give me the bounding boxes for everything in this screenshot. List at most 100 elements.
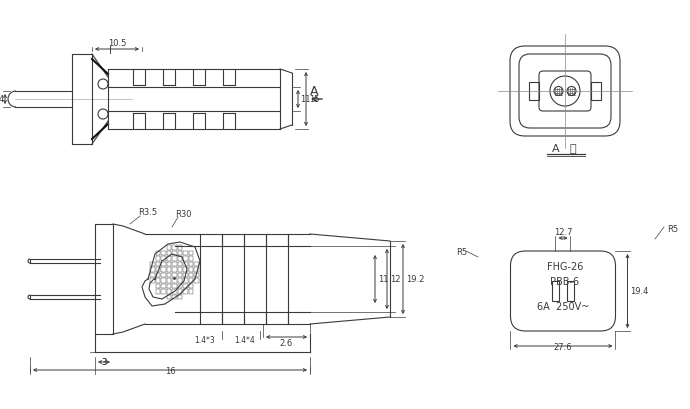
Bar [155, 273, 160, 277]
Bar [194, 273, 199, 277]
Bar [155, 262, 160, 266]
Bar [177, 251, 182, 255]
Bar [166, 245, 171, 250]
Text: A: A [553, 144, 560, 154]
Bar [183, 262, 188, 266]
Bar [172, 289, 177, 294]
Bar [194, 278, 199, 283]
Bar [161, 278, 166, 283]
Bar [177, 278, 182, 283]
Bar [567, 281, 574, 301]
Bar [172, 262, 177, 266]
Text: R5: R5 [667, 225, 678, 234]
Bar [188, 251, 193, 255]
Bar [166, 273, 171, 277]
Bar [161, 262, 166, 266]
Bar [161, 289, 166, 294]
Text: 3: 3 [101, 357, 107, 366]
Text: 2.6: 2.6 [280, 338, 293, 347]
Bar [188, 256, 193, 261]
Bar [172, 273, 177, 277]
Bar [188, 284, 193, 288]
Bar [183, 289, 188, 294]
Bar [155, 278, 160, 283]
Text: 12.7: 12.7 [554, 227, 572, 236]
Bar [188, 262, 193, 266]
Text: 10.5: 10.5 [108, 39, 126, 48]
Bar [183, 256, 188, 261]
Text: 15: 15 [309, 95, 319, 104]
Bar [177, 245, 182, 250]
Text: R3.5: R3.5 [138, 207, 157, 216]
Bar [188, 267, 193, 272]
Bar [166, 251, 171, 255]
Bar [177, 267, 182, 272]
Text: R30: R30 [175, 209, 192, 218]
Bar [161, 284, 166, 288]
Bar [150, 262, 155, 266]
Bar [183, 278, 188, 283]
Bar [177, 295, 182, 299]
Bar [172, 284, 177, 288]
Bar [172, 267, 177, 272]
Bar [166, 262, 171, 266]
Text: 3: 3 [101, 357, 107, 366]
Bar [161, 251, 166, 255]
Bar [166, 284, 171, 288]
Bar [161, 267, 166, 272]
Bar [552, 281, 559, 301]
Bar [183, 251, 188, 255]
Text: 16: 16 [165, 366, 175, 375]
Bar [155, 284, 160, 288]
Text: 19.4: 19.4 [631, 287, 649, 296]
Text: 12: 12 [390, 275, 400, 284]
Bar [529, 83, 539, 101]
Text: 1.4*4: 1.4*4 [235, 335, 255, 344]
Text: 向: 向 [570, 144, 577, 154]
Bar [155, 256, 160, 261]
Bar [161, 256, 166, 261]
Bar [166, 278, 171, 283]
Bar [150, 267, 155, 272]
Text: PBB-6: PBB-6 [551, 276, 580, 286]
Bar [161, 273, 166, 277]
Bar [166, 295, 171, 299]
Bar [591, 83, 601, 101]
Text: 11: 11 [378, 275, 388, 284]
Bar [177, 289, 182, 294]
Bar [155, 267, 160, 272]
Text: 1.4*3: 1.4*3 [195, 335, 215, 344]
Text: 27.6: 27.6 [553, 342, 572, 351]
Bar [194, 262, 199, 266]
Text: 11: 11 [300, 95, 310, 104]
Bar [183, 284, 188, 288]
Bar [177, 273, 182, 277]
Bar [150, 278, 155, 283]
Bar [177, 284, 182, 288]
Bar [188, 289, 193, 294]
Bar [188, 278, 193, 283]
Text: 6.4: 6.4 [0, 95, 4, 104]
Text: I: I [108, 46, 112, 56]
Bar [183, 267, 188, 272]
Bar [194, 267, 199, 272]
Text: FHG-26: FHG-26 [546, 261, 583, 271]
Text: R5: R5 [456, 247, 467, 256]
Bar [188, 273, 193, 277]
Bar [155, 289, 160, 294]
Bar [183, 273, 188, 277]
Bar [166, 267, 171, 272]
Bar [172, 251, 177, 255]
Bar [155, 251, 160, 255]
Bar [172, 245, 177, 250]
Bar [166, 289, 171, 294]
Text: 6A  250V~: 6A 250V~ [537, 301, 589, 311]
Text: 19.2: 19.2 [406, 275, 424, 284]
Bar [172, 256, 177, 261]
Text: A: A [310, 85, 319, 98]
Bar [172, 295, 177, 299]
Bar [177, 262, 182, 266]
Bar [166, 256, 171, 261]
Bar [150, 273, 155, 277]
Bar [177, 256, 182, 261]
